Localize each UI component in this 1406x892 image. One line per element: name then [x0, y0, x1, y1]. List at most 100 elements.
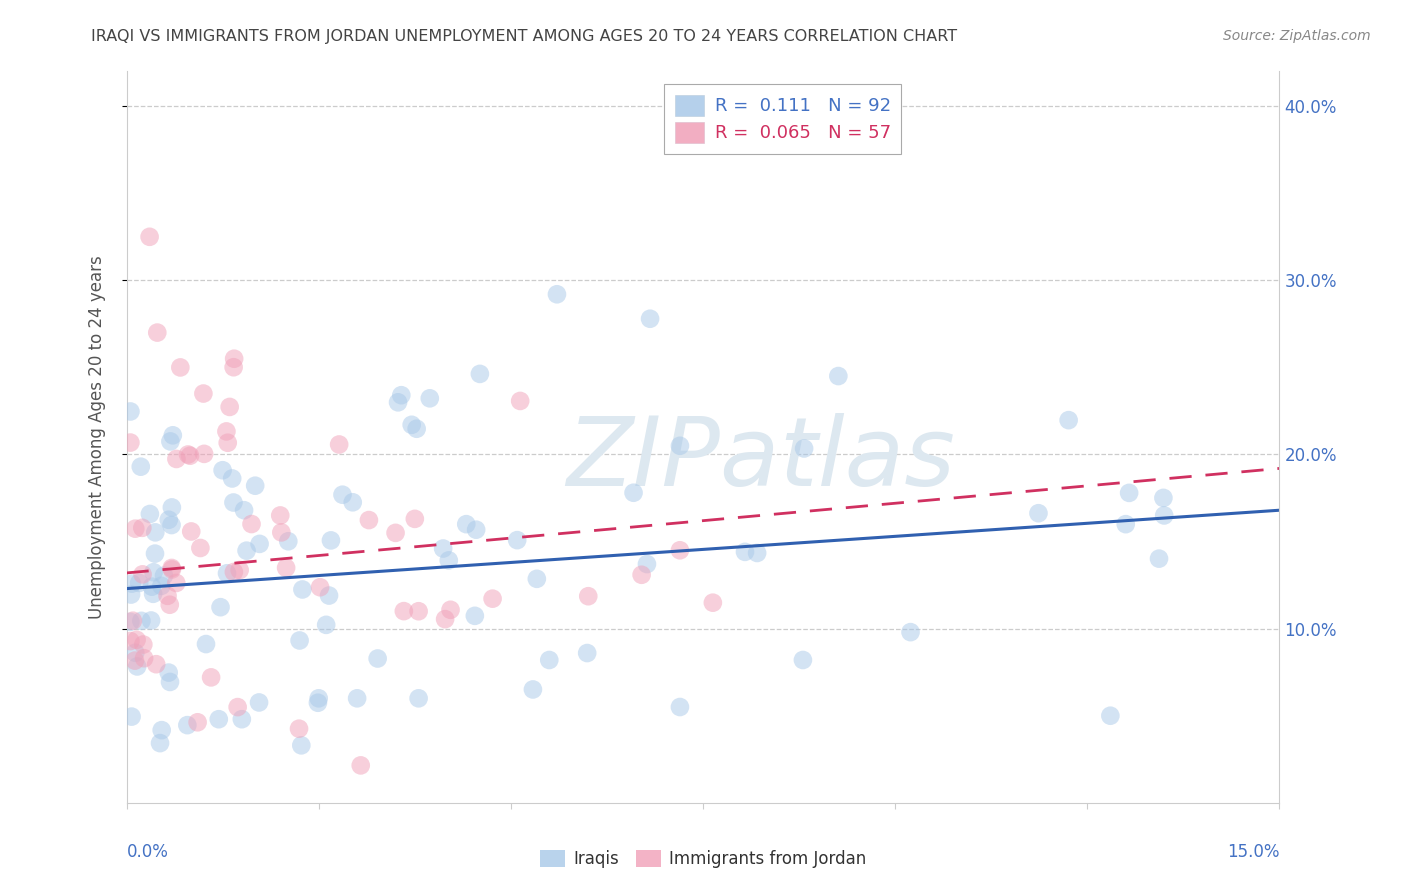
Text: IRAQI VS IMMIGRANTS FROM JORDAN UNEMPLOYMENT AMONG AGES 20 TO 24 YEARS CORRELATI: IRAQI VS IMMIGRANTS FROM JORDAN UNEMPLOY…	[91, 29, 957, 44]
Point	[215, 566, 238, 581]
Point	[308, 691, 330, 706]
Point	[131, 521, 153, 535]
Point	[124, 654, 146, 668]
Point	[233, 503, 256, 517]
Point	[315, 617, 337, 632]
Point	[215, 425, 238, 439]
Point	[128, 575, 150, 590]
Point	[792, 653, 814, 667]
Legend: R =  0.111   N = 92, R =  0.065   N = 57: R = 0.111 N = 92, R = 0.065 N = 57	[664, 84, 901, 153]
Point	[149, 736, 172, 750]
Point	[434, 612, 457, 626]
Point	[231, 712, 253, 726]
Point	[176, 718, 198, 732]
Point	[145, 657, 167, 672]
Point	[465, 523, 488, 537]
Point	[576, 589, 599, 603]
Point	[150, 723, 173, 738]
Point	[222, 360, 245, 375]
Point	[125, 632, 148, 647]
Point	[342, 495, 364, 509]
Point	[274, 561, 297, 575]
Point	[139, 614, 162, 628]
Point	[156, 589, 179, 603]
Point	[522, 682, 544, 697]
Point	[636, 557, 658, 571]
Point	[290, 739, 312, 753]
Point	[132, 651, 155, 665]
Point	[120, 435, 142, 450]
Point	[249, 537, 271, 551]
Point	[291, 582, 314, 597]
Point	[187, 715, 209, 730]
Point	[193, 386, 215, 401]
Point	[669, 543, 692, 558]
Text: Source: ZipAtlas.com: Source: ZipAtlas.com	[1223, 29, 1371, 43]
Point	[269, 508, 291, 523]
Point	[169, 360, 191, 375]
Point	[1099, 708, 1122, 723]
Point	[160, 562, 183, 576]
Point	[669, 700, 692, 714]
Point	[209, 600, 232, 615]
Point	[208, 712, 231, 726]
Point	[509, 393, 531, 408]
Point	[200, 670, 222, 684]
Point	[146, 326, 169, 340]
Point	[159, 598, 181, 612]
Point	[131, 614, 153, 628]
Point	[1028, 506, 1050, 520]
Y-axis label: Unemployment Among Ages 20 to 24 years: Unemployment Among Ages 20 to 24 years	[87, 255, 105, 619]
Point	[190, 541, 212, 555]
Point	[221, 471, 243, 485]
Point	[160, 518, 183, 533]
Point	[142, 587, 165, 601]
Point	[120, 615, 142, 629]
Point	[439, 603, 461, 617]
Point	[139, 507, 162, 521]
Point	[332, 488, 354, 502]
Point	[159, 675, 181, 690]
Point	[432, 541, 454, 556]
Point	[357, 513, 380, 527]
Legend: Iraqis, Immigrants from Jordan: Iraqis, Immigrants from Jordan	[533, 843, 873, 875]
Point	[350, 758, 373, 772]
Point	[389, 388, 412, 402]
Point	[122, 614, 145, 628]
Point	[1057, 413, 1080, 427]
Point	[177, 448, 200, 462]
Point	[408, 604, 430, 618]
Point	[138, 229, 160, 244]
Point	[132, 638, 155, 652]
Point	[222, 565, 245, 579]
Point	[120, 634, 142, 648]
Point	[159, 434, 181, 449]
Point	[160, 561, 183, 575]
Point	[1118, 486, 1140, 500]
Point	[129, 459, 152, 474]
Point	[464, 608, 486, 623]
Point	[127, 659, 149, 673]
Point	[1147, 551, 1170, 566]
Text: 15.0%: 15.0%	[1227, 843, 1279, 861]
Point	[481, 591, 503, 606]
Point	[1115, 517, 1137, 532]
Point	[506, 533, 529, 548]
Point	[120, 404, 142, 418]
Point	[226, 700, 249, 714]
Point	[319, 533, 342, 548]
Point	[157, 513, 180, 527]
Point	[270, 525, 292, 540]
Point	[195, 637, 218, 651]
Point	[142, 566, 165, 580]
Point	[367, 651, 389, 665]
Point	[419, 392, 441, 406]
Point	[387, 395, 409, 409]
Point	[143, 547, 166, 561]
Text: ZIPatlas: ZIPatlas	[567, 412, 955, 506]
Point	[131, 567, 153, 582]
Point	[179, 449, 201, 463]
Point	[165, 576, 187, 591]
Point	[623, 485, 645, 500]
Point	[793, 442, 815, 456]
